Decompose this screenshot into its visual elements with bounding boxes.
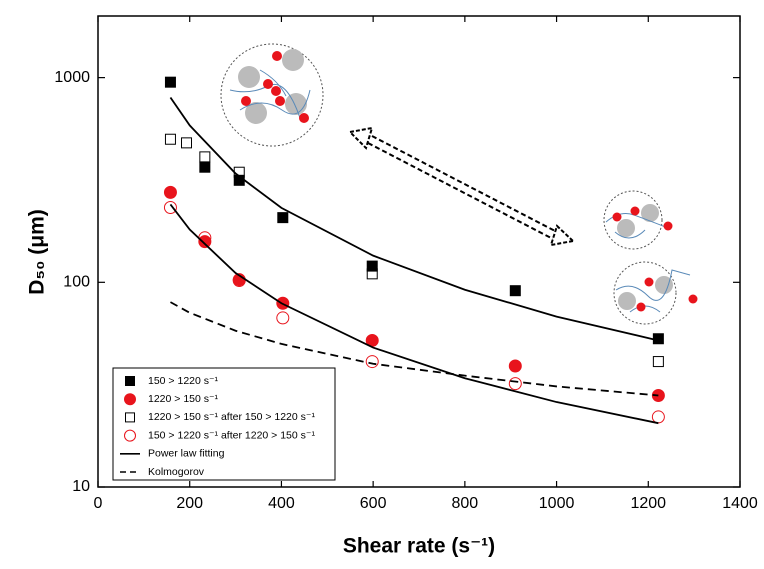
data-point (198, 235, 212, 249)
x-tick-label: 400 (268, 495, 295, 512)
legend-swatch (125, 412, 135, 423)
data-point (508, 359, 522, 373)
legend-label: Power law fitting (148, 448, 225, 460)
data-point (651, 410, 665, 424)
data-point (163, 200, 177, 214)
fit-line (169, 96, 659, 342)
fit-line (170, 301, 659, 397)
data-point (164, 133, 176, 145)
double-arrow (347, 126, 576, 247)
x-tick-label: 600 (360, 495, 387, 512)
data-point (366, 268, 378, 280)
data-point (276, 311, 290, 325)
cluster-illustration-small (603, 190, 698, 325)
cluster-illustration-large (220, 43, 324, 147)
data-point (508, 377, 522, 391)
y-tick-label: 10 (72, 478, 90, 495)
legend-label: 150 > 1220 s⁻¹ after 1220 > 150 s⁻¹ (148, 429, 315, 441)
legend-label: Kolmogorov (148, 466, 205, 478)
data-point (199, 161, 211, 173)
legend-swatch (124, 393, 136, 406)
x-tick-label: 1400 (722, 495, 758, 512)
fit-line (169, 203, 659, 425)
legend-label: 1220 > 150 s⁻¹ after 150 > 1220 s⁻¹ (148, 411, 315, 423)
x-tick-label: 1000 (539, 495, 575, 512)
data-point (366, 260, 378, 272)
data-point (199, 151, 211, 163)
data-point (164, 76, 176, 88)
plot-frame (97, 15, 741, 488)
y-tick-label: 1000 (54, 69, 90, 86)
x-axis-title: Shear rate (s⁻¹) (343, 535, 495, 558)
legend-label: 1220 > 150 s⁻¹ (148, 393, 219, 405)
x-tick-label: 0 (94, 495, 103, 512)
y-axis-title: D₅₀ (μm) (26, 209, 49, 295)
legend-box (112, 367, 336, 481)
x-tick-label: 1200 (630, 495, 666, 512)
data-point (509, 285, 521, 297)
x-tick-label: 200 (176, 495, 203, 512)
x-tick-label: 800 (452, 495, 479, 512)
data-point (365, 355, 379, 369)
legend-swatch (124, 429, 136, 442)
data-point (652, 356, 664, 368)
legend-label: 150 > 1220 s⁻¹ (148, 375, 219, 387)
legend-swatch (125, 376, 135, 386)
data-point (163, 185, 177, 199)
y-tick-label: 100 (63, 274, 90, 291)
data-point (181, 137, 193, 149)
data-point (277, 212, 289, 224)
